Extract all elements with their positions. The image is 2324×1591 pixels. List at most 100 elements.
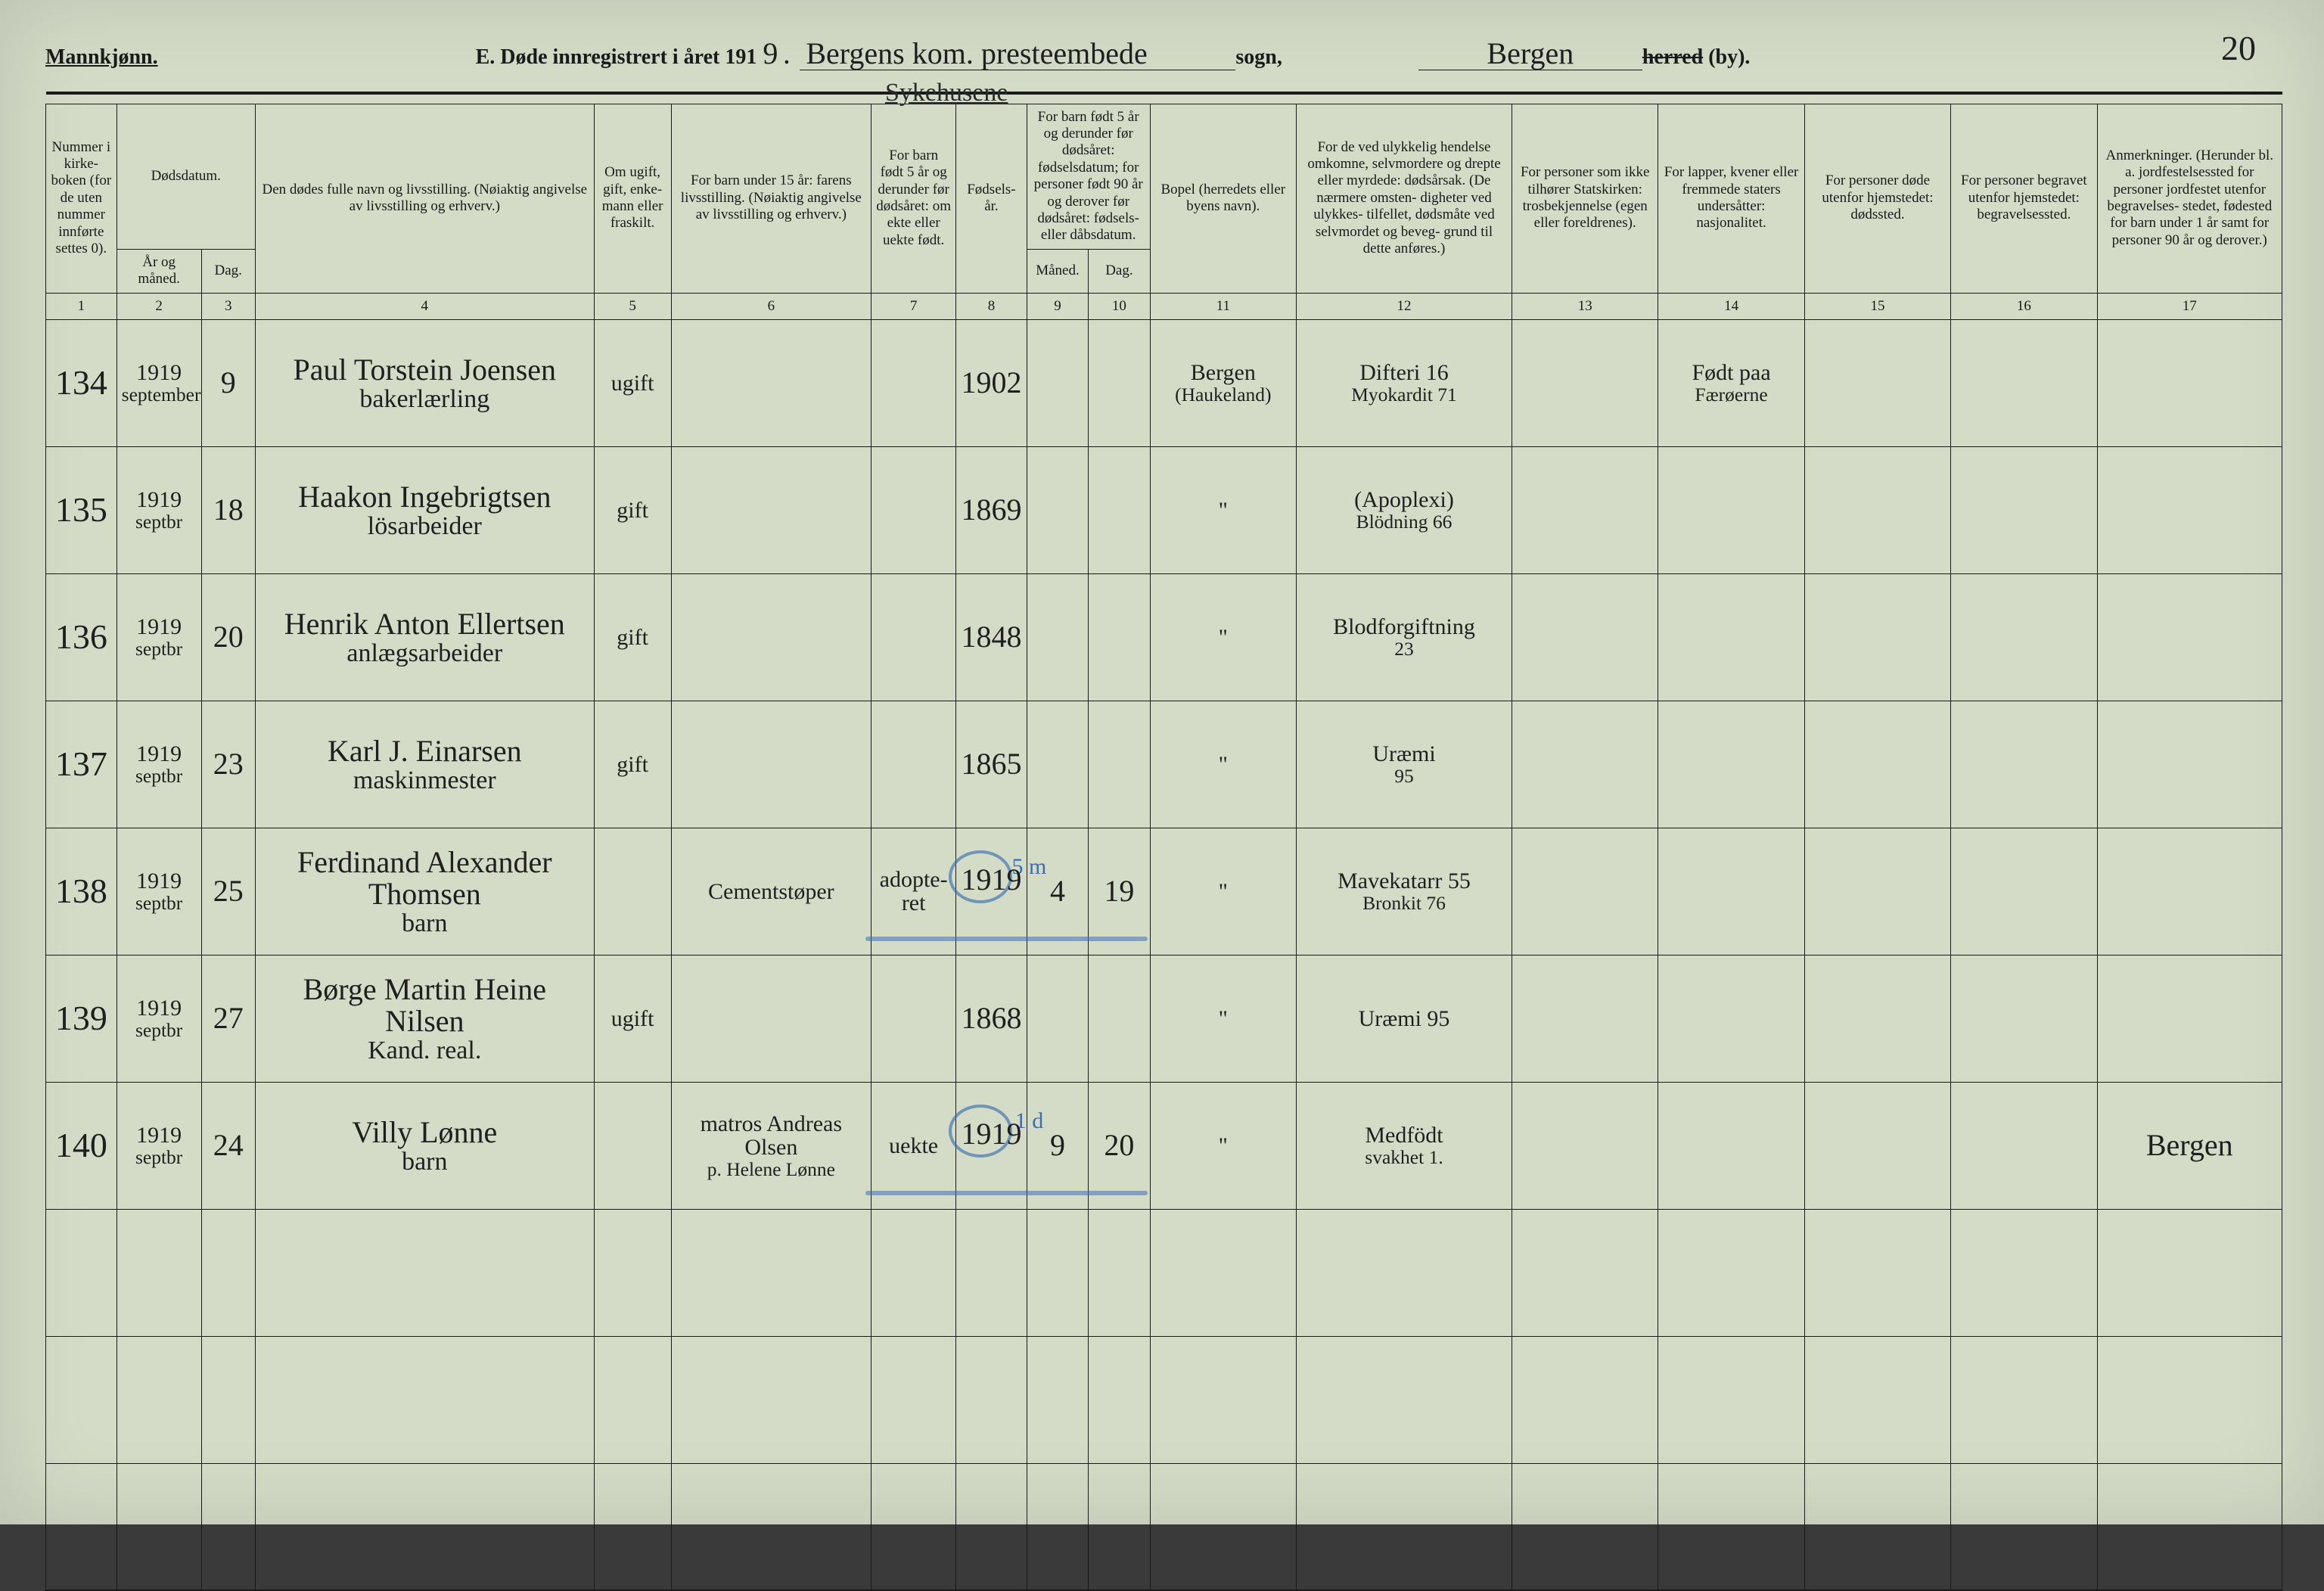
- marital-status: ugift: [594, 319, 671, 446]
- birth-month: [1027, 573, 1088, 701]
- name-occupation: Børge Martin Heine NilsenKand. real.: [255, 955, 594, 1082]
- father-occupation: Cementstøper: [671, 828, 872, 955]
- col-12-header: For de ved ulykkelig hendelse omkomne, s…: [1297, 104, 1512, 293]
- herred-suffix: (by).: [1703, 45, 1750, 69]
- burial-place: [1951, 319, 2097, 446]
- empty-cell: [1951, 1463, 2097, 1590]
- colnum: 17: [2097, 293, 2282, 319]
- birth-month: [1027, 701, 1088, 828]
- colnum: 8: [956, 293, 1027, 319]
- empty-cell: [1089, 1336, 1150, 1463]
- faith: [1512, 446, 1658, 573]
- legitimacy: [872, 319, 956, 446]
- col-7-header: For barn født 5 år og derunder før dødså…: [872, 104, 956, 293]
- colnum: 6: [671, 293, 872, 319]
- header-row-1: Nummer i kirke- boken (for de uten numme…: [46, 104, 2282, 249]
- empty-cell: [1027, 1463, 1088, 1590]
- death-place: [1804, 701, 1950, 828]
- empty-cell: [1150, 1463, 1296, 1590]
- empty-cell: [872, 1336, 956, 1463]
- father-occupation: [671, 446, 872, 573]
- empty-cell: [1951, 1336, 2097, 1463]
- empty-cell: [1297, 1463, 1512, 1590]
- header-line: Mannkjønn. E. Døde innregistrert i året …: [45, 38, 2282, 70]
- cause-of-death: Blodforgiftning23: [1297, 573, 1512, 701]
- empty-cell: [117, 1463, 201, 1590]
- birth-year: 1865: [956, 701, 1027, 828]
- notes: [2097, 828, 2282, 955]
- empty-cell: [671, 1336, 872, 1463]
- colnum: 9: [1027, 293, 1088, 319]
- death-year-month: 1919septbr: [117, 573, 201, 701]
- empty-cell: [1804, 1209, 1950, 1336]
- burial-place: [1951, 573, 2097, 701]
- page-number: 20: [2221, 30, 2256, 67]
- death-place: [1804, 955, 1950, 1082]
- birth-month: [1027, 446, 1088, 573]
- death-day: 24: [201, 1082, 255, 1209]
- col-14-header: For lapper, kvener eller fremmede stater…: [1658, 104, 1804, 293]
- death-day: 23: [201, 701, 255, 828]
- empty-cell: [255, 1336, 594, 1463]
- residence: ": [1150, 446, 1296, 573]
- col-15-header: For personer døde utenfor hjemstedet: dø…: [1804, 104, 1950, 293]
- birth-year: 1868: [956, 955, 1027, 1082]
- col-6-header: For barn under 15 år: farens livsstillin…: [671, 104, 872, 293]
- table-row: 1371919septbr23Karl J. Einarsenmaskinmes…: [46, 701, 2282, 828]
- birth-day: [1089, 446, 1150, 573]
- marital-status: gift: [594, 701, 671, 828]
- birth-year: 1919 1 d: [956, 1082, 1027, 1209]
- empty-cell: [201, 1336, 255, 1463]
- father-occupation: [671, 319, 872, 446]
- empty-cell: [46, 1209, 117, 1336]
- father-occupation: [671, 573, 872, 701]
- colnum: 3: [201, 293, 255, 319]
- death-day: 20: [201, 573, 255, 701]
- notes: [2097, 446, 2282, 573]
- col-2-header-top: Dødsdatum.: [117, 104, 255, 249]
- entry-number: 138: [46, 828, 117, 955]
- legitimacy: [872, 446, 956, 573]
- death-year-month: 1919septbr: [117, 828, 201, 955]
- empty-cell: [1027, 1209, 1088, 1336]
- death-place: [1804, 573, 1950, 701]
- father-occupation: matros Andreas Olsenp. Helene Lønne: [671, 1082, 872, 1209]
- legitimacy: [872, 955, 956, 1082]
- nationality: [1658, 828, 1804, 955]
- notes: [2097, 701, 2282, 828]
- empty-cell: [956, 1336, 1027, 1463]
- table-row: 1401919septbr24Villy Lønnebarnmatros And…: [46, 1082, 2282, 1209]
- faith: [1512, 319, 1658, 446]
- table-row: 1361919septbr20Henrik Anton Ellertsenanl…: [46, 573, 2282, 701]
- death-year-month: 1919septbr: [117, 955, 201, 1082]
- residence: ": [1150, 955, 1296, 1082]
- empty-cell: [956, 1209, 1027, 1336]
- empty-cell: [1150, 1209, 1296, 1336]
- colnum: 1: [46, 293, 117, 319]
- col-11-header: Bopel (herredets eller byens navn).: [1150, 104, 1296, 293]
- death-day: 27: [201, 955, 255, 1082]
- col-2b-header: Dag.: [201, 249, 255, 293]
- entry-number: 139: [46, 955, 117, 1082]
- notes: [2097, 573, 2282, 701]
- name-occupation: Karl J. Einarsenmaskinmester: [255, 701, 594, 828]
- entry-number: 137: [46, 701, 117, 828]
- residence: ": [1150, 1082, 1296, 1209]
- table-row: 1341919september9Paul Torstein Joensenba…: [46, 319, 2282, 446]
- empty-cell: [2097, 1463, 2282, 1590]
- empty-cell: [1027, 1336, 1088, 1463]
- empty-cell: [956, 1463, 1027, 1590]
- notes: [2097, 955, 2282, 1082]
- burial-place: [1951, 828, 2097, 955]
- birth-day: [1089, 955, 1150, 1082]
- nationality: [1658, 446, 1804, 573]
- empty-cell: [1512, 1463, 1658, 1590]
- marital-status: gift: [594, 446, 671, 573]
- residence: ": [1150, 573, 1296, 701]
- death-place: [1804, 1082, 1950, 1209]
- empty-cell: [201, 1209, 255, 1336]
- nationality: [1658, 701, 1804, 828]
- col-1-header: Nummer i kirke- boken (for de uten numme…: [46, 104, 117, 293]
- entry-number: 140: [46, 1082, 117, 1209]
- col-2a-header: År og måned.: [117, 249, 201, 293]
